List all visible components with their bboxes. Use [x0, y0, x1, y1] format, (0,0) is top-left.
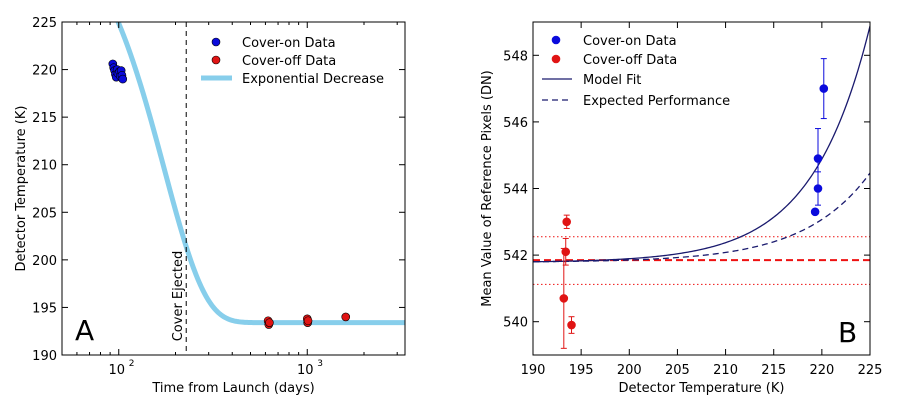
- y-tick-label: 190: [32, 349, 57, 364]
- x-tick-label: 215: [761, 363, 786, 378]
- cover-on-point: [819, 84, 829, 93]
- y-tick-label: 195: [32, 301, 57, 316]
- y-axis-label: Mean Value of Reference Pixels (DN): [480, 70, 495, 307]
- cover-on-point: [118, 74, 128, 84]
- y-tick-label: 215: [32, 111, 57, 126]
- legend-label: Cover-off Data: [583, 53, 677, 68]
- y-tick-label: 546: [503, 116, 528, 131]
- legend-marker: [211, 55, 221, 65]
- legend-label: Expected Performance: [583, 94, 730, 109]
- y-tick-label: 540: [503, 316, 528, 331]
- cover-on-point: [813, 154, 823, 163]
- legend-label: Exponential Decrease: [242, 72, 384, 87]
- panel-b: 540 542 544 546 548 190 195 200 205 210 215 220 225 D…: [480, 21, 883, 396]
- plot-frame-a: [61, 21, 406, 356]
- x-tick-label: 10: [297, 363, 314, 378]
- cover-off-point: [303, 316, 313, 326]
- x-tick-label: 220: [809, 363, 834, 378]
- y-tick-label: 220: [32, 64, 57, 79]
- cover-off-point: [265, 318, 274, 327]
- y-tick-label: 542: [503, 249, 528, 264]
- legend-marker: [551, 54, 561, 64]
- cover-on-point: [810, 207, 820, 217]
- exponential-decrease-curve: [115, 22, 405, 326]
- legend-marker: [551, 35, 561, 45]
- x-tick-label: 10: [108, 363, 125, 378]
- legend-label: Cover-on Data: [242, 36, 336, 51]
- x-axis-label: Detector Temperature (K): [619, 381, 785, 396]
- legend-label: Cover-off Data: [242, 54, 336, 69]
- y-tick-label: 225: [32, 16, 57, 31]
- x-tick-exponent: 2: [129, 359, 135, 369]
- y-tick-label: 544: [503, 183, 528, 198]
- x-tick-exponent: 3: [317, 359, 323, 369]
- cover-off-point: [567, 320, 576, 330]
- cover-off-point: [562, 217, 572, 227]
- x-tick-label: 225: [858, 363, 883, 378]
- x-tick-label: 195: [569, 363, 594, 378]
- legend-label: Cover-on Data: [583, 34, 677, 49]
- panel-label: B: [838, 316, 857, 349]
- x-tick-label: 200: [617, 363, 642, 378]
- x-tick-label: 210: [713, 363, 738, 378]
- legend-label: Model Fit: [583, 73, 641, 88]
- cover-ejected-label: Cover Ejected: [171, 251, 186, 342]
- y-tick-label: 548: [503, 49, 528, 64]
- model-fit-curve: [533, 25, 870, 263]
- y-tick-label: 205: [32, 206, 57, 221]
- cover-off-point: [561, 247, 571, 257]
- cover-off-point: [341, 312, 351, 322]
- cover-off-point: [559, 294, 569, 303]
- y-axis-label: Detector Temperature (K): [14, 106, 29, 272]
- y-tick-label: 200: [32, 254, 57, 269]
- x-axis-label: Time from Launch (days): [151, 381, 314, 396]
- panel-label: A: [75, 314, 94, 347]
- x-tick-label: 190: [521, 363, 546, 378]
- y-tick-label: 210: [32, 159, 57, 174]
- x-tick-label: 205: [665, 363, 690, 378]
- legend-marker: [211, 37, 221, 47]
